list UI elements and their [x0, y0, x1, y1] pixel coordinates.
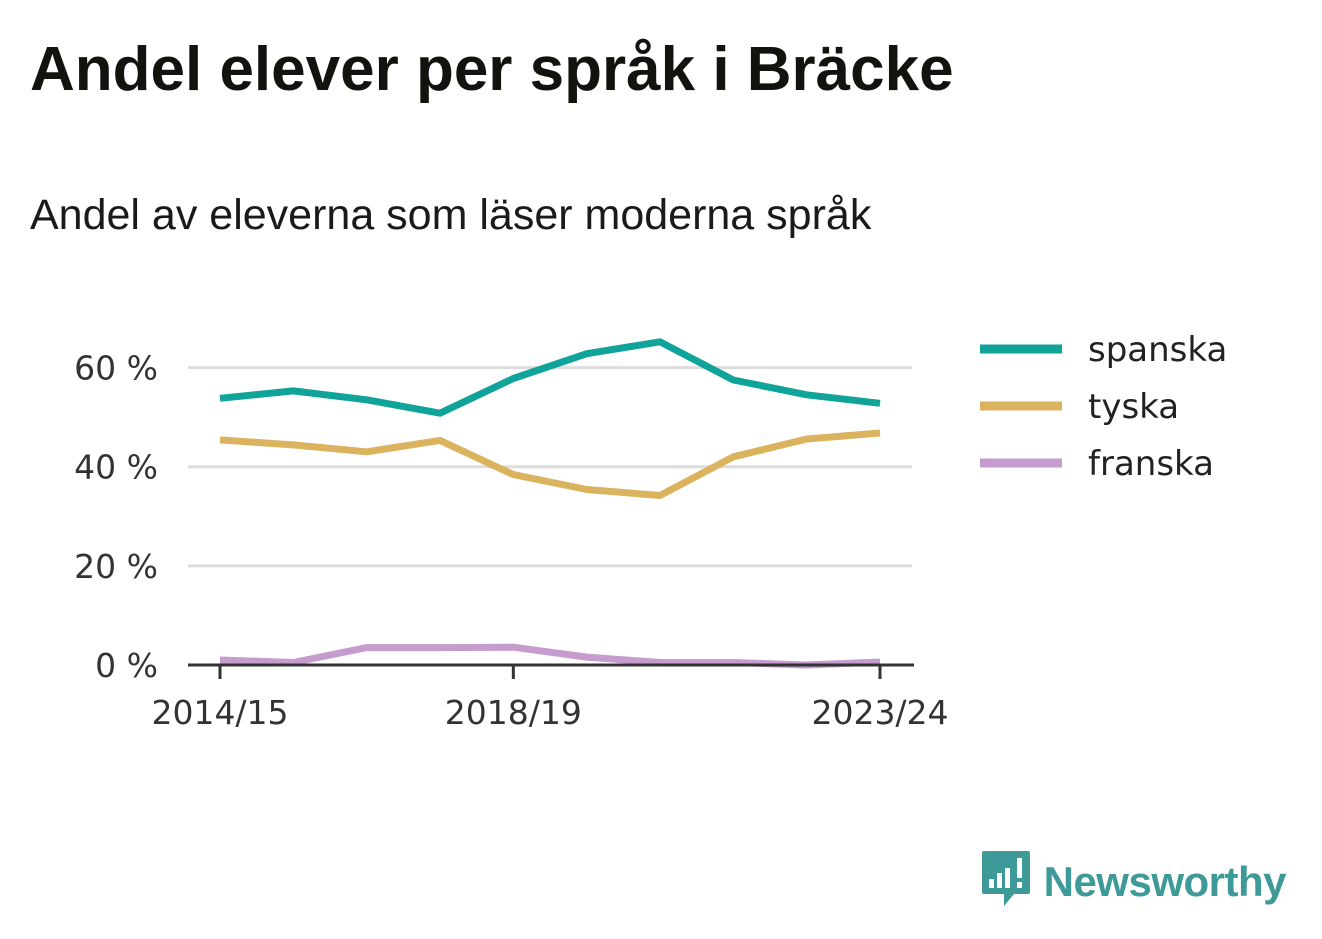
newsworthy-logo-icon	[980, 848, 1032, 915]
y-tick-label: 20 %	[74, 547, 158, 586]
x-tick-label: 2014/15	[151, 693, 288, 732]
x-axis	[188, 663, 914, 679]
series-line-franska	[219, 643, 881, 669]
y-tick-label: 60 %	[74, 349, 158, 388]
legend: spanska tyska franska	[980, 330, 1227, 484]
brand-name: Newsworthy	[1043, 857, 1287, 905]
line-chart: 0 % 20 % 40 % 60 % 2014/15 2018/19 2023/24 sp…	[74, 330, 1227, 732]
legend-label-franska: franska	[1088, 444, 1214, 484]
x-tick-label: 2018/19	[445, 693, 582, 732]
series-line-spanska	[219, 338, 881, 417]
chart-title: Andel elever per språk i Bräcke	[30, 35, 954, 104]
legend-label-tyska: tyska	[1088, 387, 1179, 427]
x-axis-tick-labels: 2014/15 2018/19 2023/24	[151, 693, 948, 732]
series-line-tyska	[219, 429, 881, 499]
y-tick-label: 0 %	[95, 646, 158, 685]
series-lines	[219, 338, 881, 669]
newsworthy-brand: Newsworthy	[980, 848, 1287, 915]
y-axis-tick-labels: 0 % 20 % 40 % 60 %	[74, 349, 158, 685]
chart-subtitle: Andel av eleverna som läser moderna språ…	[30, 191, 872, 239]
y-tick-label: 40 %	[74, 448, 158, 487]
x-tick-label: 2023/24	[811, 693, 948, 732]
legend-label-spanska: spanska	[1088, 330, 1227, 370]
